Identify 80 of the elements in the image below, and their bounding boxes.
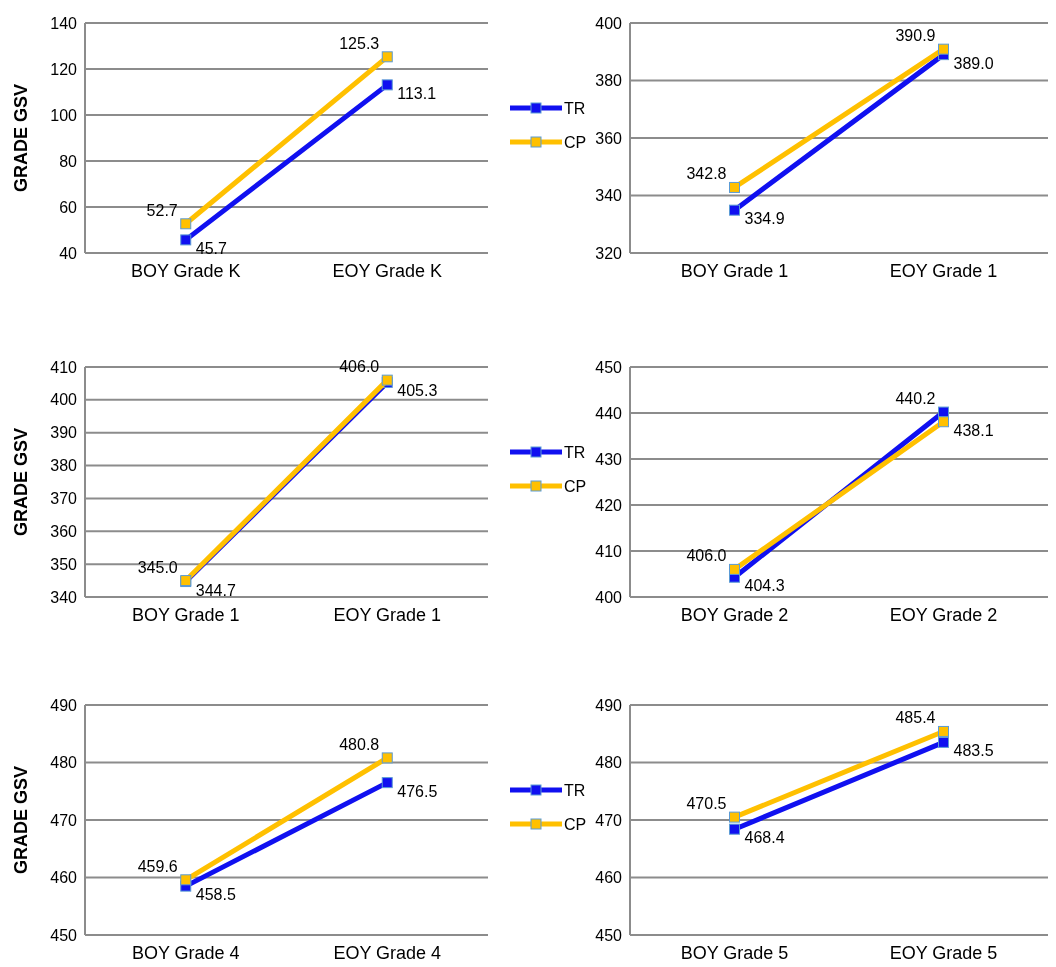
x-tick-label: EOY Grade K <box>332 261 443 281</box>
y-tick-label: 450 <box>595 926 623 944</box>
data-label: 389.0 <box>953 54 994 72</box>
data-label: 405.3 <box>397 382 438 400</box>
y-tick-label: 100 <box>50 106 78 124</box>
y-tick-label: 450 <box>595 358 623 376</box>
data-label: 344.7 <box>195 581 236 599</box>
data-label: 483.5 <box>953 742 994 760</box>
legend-label: CP <box>564 815 587 833</box>
x-tick-label: BOY Grade K <box>130 261 241 281</box>
y-tick-label: 470 <box>595 811 623 829</box>
data-label: 476.5 <box>397 782 438 800</box>
data-label: 113.1 <box>397 84 437 102</box>
y-tick-label: 420 <box>595 496 623 514</box>
y-tick-label: 60 <box>59 198 78 216</box>
data-label: 468.4 <box>744 829 785 847</box>
y-tick-label: 490 <box>50 696 78 714</box>
x-tick-label: EOY Grade 2 <box>889 605 998 625</box>
y-tick-label: 460 <box>50 869 78 887</box>
y-tick-label: 380 <box>595 72 623 90</box>
y-tick-label: 460 <box>595 869 623 887</box>
data-label: 440.2 <box>895 390 936 408</box>
x-tick-label: BOY Grade 1 <box>680 261 789 281</box>
data-label: 470.5 <box>686 795 727 813</box>
data-label: 438.1 <box>953 421 994 439</box>
y-tick-label: 470 <box>50 811 78 829</box>
y-tick-label: 450 <box>50 926 78 944</box>
y-axis-title: GRADE GSV <box>11 765 31 875</box>
data-label: 390.9 <box>895 27 936 45</box>
x-tick-label: EOY Grade 4 <box>333 943 442 963</box>
data-label: 485.4 <box>895 709 936 727</box>
y-tick-label: 360 <box>50 522 78 540</box>
data-label: 345.0 <box>137 558 178 576</box>
legend-label: TR <box>564 443 586 461</box>
data-label: 334.9 <box>744 210 785 228</box>
y-tick-label: 480 <box>50 754 78 772</box>
x-tick-label: EOY Grade 5 <box>889 943 998 963</box>
y-tick-label: 430 <box>595 450 623 468</box>
y-tick-label: 80 <box>59 152 78 170</box>
y-tick-label: 480 <box>595 754 623 772</box>
y-tick-label: 400 <box>50 391 78 409</box>
y-tick-label: 440 <box>595 404 623 422</box>
legend-label: CP <box>564 477 587 495</box>
y-tick-label: 390 <box>50 424 78 442</box>
x-tick-label: BOY Grade 4 <box>131 943 240 963</box>
y-tick-label: 40 <box>59 244 78 262</box>
data-label: 45.7 <box>195 239 227 257</box>
data-label: 404.3 <box>744 577 785 595</box>
data-label: 342.8 <box>686 165 727 183</box>
legend-label: TR <box>564 99 586 117</box>
data-label: 406.0 <box>339 358 380 376</box>
legend-label: CP <box>564 133 587 151</box>
y-tick-label: 340 <box>50 588 78 606</box>
x-tick-label: BOY Grade 5 <box>680 943 789 963</box>
y-tick-label: 400 <box>595 14 623 32</box>
x-tick-label: EOY Grade 1 <box>333 605 442 625</box>
y-tick-label: 320 <box>595 244 623 262</box>
x-tick-label: BOY Grade 1 <box>131 605 240 625</box>
data-label: 52.7 <box>146 201 178 219</box>
y-tick-label: 140 <box>50 14 78 32</box>
y-axis-title: GRADE GSV <box>11 427 31 537</box>
legend-label: TR <box>564 781 586 799</box>
data-label: 459.6 <box>137 857 178 875</box>
y-tick-label: 120 <box>50 60 78 78</box>
y-tick-label: 400 <box>595 588 623 606</box>
y-tick-label: 370 <box>50 490 78 508</box>
y-tick-label: 490 <box>595 696 623 714</box>
y-tick-label: 410 <box>595 542 623 560</box>
x-tick-label: BOY Grade 2 <box>680 605 789 625</box>
data-label: 458.5 <box>195 886 236 904</box>
x-tick-label: EOY Grade 1 <box>889 261 998 281</box>
data-label: 480.8 <box>339 735 380 753</box>
data-label: 406.0 <box>686 547 727 565</box>
y-tick-label: 350 <box>50 555 78 573</box>
y-axis-title: GRADE GSV <box>11 83 31 193</box>
y-tick-label: 380 <box>50 457 78 475</box>
y-tick-label: 340 <box>595 187 623 205</box>
data-label: 125.3 <box>339 34 380 52</box>
y-tick-label: 360 <box>595 129 623 147</box>
y-tick-label: 410 <box>50 358 78 376</box>
